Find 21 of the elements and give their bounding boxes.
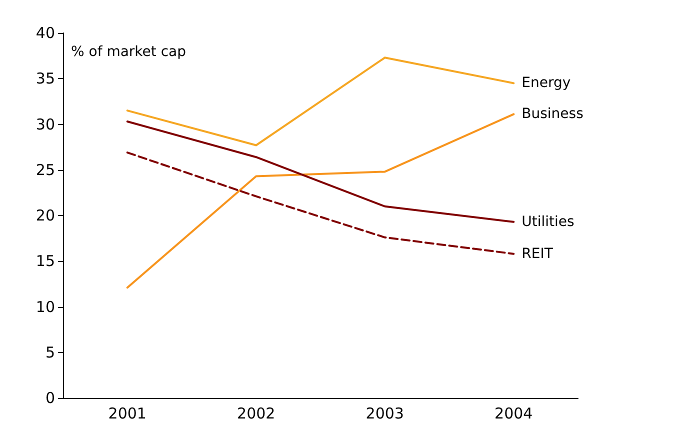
line-series: [126, 120, 515, 223]
x-tick-label: 2001: [108, 404, 146, 422]
series-label: REIT: [522, 246, 554, 262]
series-label: Business: [522, 106, 584, 122]
x-tick-label: 2003: [366, 404, 404, 422]
x-tick-label: 2004: [494, 404, 533, 422]
series-label: Energy: [522, 75, 571, 92]
y-tick-label: 25: [36, 160, 55, 179]
y-tick-label: 10: [36, 298, 55, 316]
y-tick-label: 30: [36, 115, 55, 134]
y-tick-label: 5: [45, 343, 55, 362]
y-tick-label: 20: [36, 206, 55, 224]
series-label: Utilities: [522, 214, 574, 230]
x-tick-label: 2002: [237, 404, 276, 422]
y-tick-label: 35: [36, 70, 55, 88]
y-tick-label: 40: [36, 24, 55, 42]
line-series: [126, 152, 515, 255]
y-tick-label: 0: [45, 389, 55, 407]
line-series: [126, 113, 515, 289]
y-axis-title: % of market cap: [71, 44, 186, 60]
y-tick-label: 15: [36, 252, 55, 270]
